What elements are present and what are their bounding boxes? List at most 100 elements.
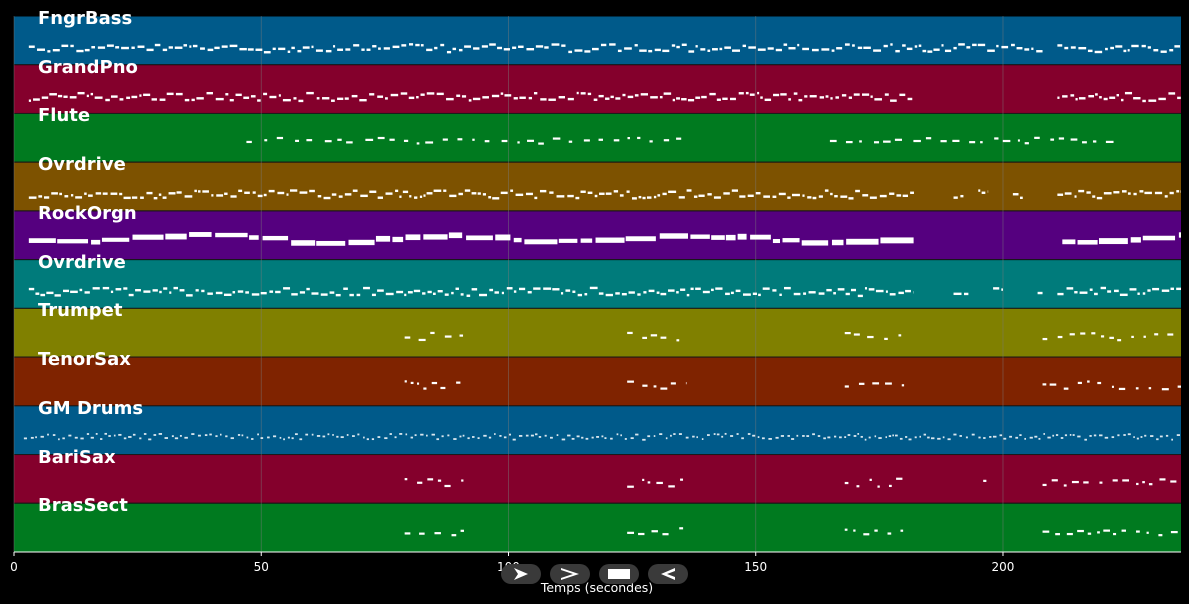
track-notes	[404, 331, 1174, 342]
note	[418, 338, 426, 342]
note	[848, 96, 853, 99]
note	[513, 97, 518, 100]
note	[35, 436, 37, 439]
note	[716, 433, 720, 436]
note	[28, 287, 35, 291]
note	[780, 93, 787, 96]
note	[132, 234, 164, 240]
forward-button[interactable]	[550, 564, 590, 584]
note	[610, 95, 614, 99]
note	[331, 193, 337, 196]
note	[196, 97, 204, 100]
note	[1113, 191, 1120, 194]
note	[377, 436, 381, 438]
note	[552, 288, 560, 291]
note	[119, 192, 123, 196]
note	[1122, 190, 1127, 193]
note	[184, 98, 190, 102]
note	[630, 437, 634, 440]
track-notes	[28, 232, 1181, 246]
note	[158, 193, 162, 196]
note	[1133, 192, 1137, 196]
note	[723, 192, 730, 195]
note	[1152, 287, 1160, 291]
note	[844, 43, 850, 46]
note	[423, 234, 448, 240]
note	[673, 433, 676, 435]
note	[132, 433, 136, 436]
note	[650, 96, 658, 99]
note	[580, 238, 593, 243]
note	[793, 292, 801, 296]
note	[783, 43, 788, 46]
note	[808, 291, 816, 294]
note	[527, 291, 532, 294]
note	[757, 436, 760, 438]
note	[59, 192, 63, 196]
stop-button[interactable]	[599, 564, 639, 584]
note	[1122, 479, 1129, 482]
note	[269, 95, 277, 99]
note	[598, 292, 604, 295]
play-button[interactable]	[501, 564, 541, 584]
note	[131, 196, 138, 199]
note	[255, 48, 263, 51]
note	[987, 49, 995, 52]
note	[392, 45, 400, 49]
note	[972, 43, 977, 47]
note	[868, 288, 875, 291]
note	[845, 140, 853, 144]
note	[179, 289, 185, 292]
note	[472, 97, 481, 101]
note	[639, 49, 647, 52]
note	[123, 437, 127, 440]
note	[1124, 91, 1133, 95]
note	[668, 485, 675, 488]
track-lanes	[14, 16, 1181, 553]
note	[841, 94, 847, 97]
note	[802, 194, 805, 197]
note	[110, 192, 118, 195]
note	[1070, 46, 1076, 49]
note	[509, 433, 512, 436]
note	[43, 196, 50, 199]
note	[1176, 287, 1181, 291]
note	[1096, 196, 1103, 200]
note	[70, 290, 78, 294]
note	[174, 437, 179, 440]
note	[678, 433, 682, 435]
note	[681, 43, 687, 46]
note	[37, 48, 46, 51]
note	[831, 49, 835, 52]
note	[787, 435, 790, 437]
note	[1092, 195, 1096, 198]
note	[543, 287, 552, 290]
note	[1064, 434, 1068, 437]
track-label: TenorSax	[38, 349, 131, 371]
note	[1154, 333, 1159, 336]
track-lane	[14, 455, 1181, 503]
note	[1051, 479, 1058, 482]
note	[859, 140, 862, 143]
note	[86, 94, 89, 98]
note	[293, 97, 297, 100]
note	[472, 436, 475, 438]
note	[409, 195, 412, 198]
note	[715, 287, 723, 290]
note	[978, 436, 981, 439]
note	[84, 192, 87, 195]
note	[598, 138, 603, 141]
note	[1105, 47, 1108, 51]
note	[444, 484, 451, 488]
note	[223, 293, 232, 297]
gridlines	[13, 16, 1004, 552]
note	[745, 91, 749, 95]
note	[747, 194, 754, 197]
note	[660, 292, 667, 296]
note	[719, 47, 723, 51]
note	[128, 293, 134, 297]
rewind-button[interactable]	[648, 564, 688, 584]
note	[773, 93, 780, 97]
x-tick-label: 50	[253, 560, 269, 574]
note	[499, 434, 502, 437]
